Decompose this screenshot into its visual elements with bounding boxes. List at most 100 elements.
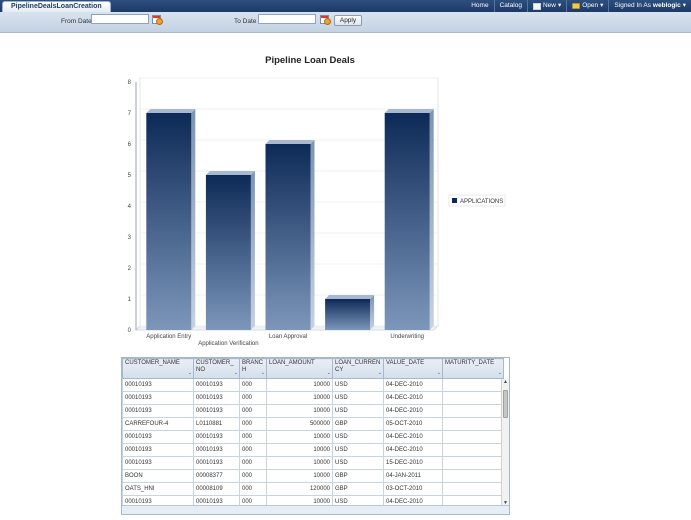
sort-chevron-icon[interactable]: ⌄ <box>497 370 502 376</box>
bar-side <box>310 140 315 330</box>
table-cell: 04-DEC-2010 <box>383 391 443 405</box>
column-header[interactable]: VALUE_DATE ⌄ <box>383 358 443 379</box>
table-row[interactable]: OATS_HNI 00008109 000 120000 GBP 03-OCT-2010 <box>122 482 504 496</box>
table-cell: 000 <box>239 482 267 496</box>
folder-icon <box>572 3 581 9</box>
table-cell: 10000 <box>266 443 333 457</box>
table-row[interactable]: 00010193 00010193 000 10000 USD 04-DEC-2010 <box>122 391 504 405</box>
y-tick-label: 8 <box>128 80 132 86</box>
table-cell: USD <box>332 430 384 444</box>
top-bar: PipelineDealsLoanCreation Home Catalog N… <box>0 0 691 12</box>
to-date-label: To Date <box>234 18 257 25</box>
open-menu[interactable]: Open ▾ <box>566 0 608 12</box>
table-row[interactable]: 00010193 00010193 000 10000 USD 15-DEC-2010 <box>122 456 504 470</box>
column-header-label: LOAN_CURRENCY <box>335 360 381 373</box>
apply-button[interactable]: Apply <box>334 15 362 26</box>
x-tick-label: Application Entry <box>146 334 191 340</box>
home-link[interactable]: Home <box>471 2 489 9</box>
to-date-input[interactable] <box>258 14 316 24</box>
bar <box>384 113 430 330</box>
new-menu[interactable]: New ▾ <box>526 0 566 12</box>
column-header[interactable]: CUSTOMER_NAME ⌄ <box>122 358 194 379</box>
y-tick-label: 3 <box>128 235 132 241</box>
table-cell: 00008377 <box>193 469 240 483</box>
table-cell <box>442 378 504 392</box>
table-cell: 10000 <box>266 404 333 418</box>
bar <box>325 299 371 330</box>
table-row[interactable]: 00010193 00010193 000 10000 USD 04-DEC-2010 <box>122 430 504 444</box>
y-tick-label: 2 <box>128 266 132 272</box>
table-row[interactable]: BOON 00008377 000 10000 GBP 04-JAN-2011 <box>122 469 504 483</box>
table-cell: OATS_HNI <box>122 482 194 496</box>
scroll-thumb[interactable] <box>503 390 508 418</box>
table-cell: 00010193 <box>122 443 194 457</box>
table-cell: 00010193 <box>122 456 194 470</box>
column-header[interactable]: LOAN_CURRENCY ⌄ <box>332 358 384 379</box>
table-cell <box>442 391 504 405</box>
table-cell: 00010193 <box>193 456 240 470</box>
bar-side <box>370 295 375 330</box>
username: weblogic <box>652 2 681 9</box>
table-cell: CARREFOUR-4 <box>122 417 194 431</box>
table-cell: USD <box>332 378 384 392</box>
table-cell: 00008109 <box>193 482 240 496</box>
table-cell: 05-OCT-2010 <box>383 417 443 431</box>
table-cell: 000 <box>239 417 267 431</box>
dashboard-tab[interactable]: PipelineDealsLoanCreation <box>2 1 111 12</box>
table-cell: 04-DEC-2010 <box>383 443 443 457</box>
table-row[interactable]: 00010193 00010193 000 10000 USD 04-DEC-2010 <box>122 378 504 392</box>
bar-top <box>384 109 434 113</box>
bar-side <box>191 109 196 330</box>
catalog-link[interactable]: Catalog <box>493 0 527 12</box>
table-cell: 10000 <box>266 391 333 405</box>
bar <box>205 175 251 330</box>
column-header[interactable]: BRANCH ⌄ <box>239 358 267 379</box>
sort-chevron-icon[interactable]: ⌄ <box>260 370 265 376</box>
column-header-label: LOAN_AMOUNT <box>269 360 315 366</box>
table-cell: 000 <box>239 443 267 457</box>
sort-chevron-icon[interactable]: ⌄ <box>326 370 331 376</box>
column-header[interactable]: MATURITY_DATE ⌄ <box>442 358 504 379</box>
column-header-label: CUSTOMER_NAME <box>125 360 180 366</box>
x-tick-label: Underwriting <box>390 334 424 340</box>
column-header[interactable]: LOAN_AMOUNT ⌄ <box>266 358 333 379</box>
from-date-input[interactable] <box>91 14 149 24</box>
sort-chevron-icon[interactable]: ⌄ <box>436 370 441 376</box>
calendar-icon[interactable] <box>152 15 163 25</box>
open-menu-label: Open <box>582 2 599 9</box>
y-tick-label: 7 <box>128 111 132 117</box>
column-header[interactable]: CUSTOMER_NO ⌄ <box>193 358 240 379</box>
table-cell: BOON <box>122 469 194 483</box>
table-cell: 00010193 <box>122 430 194 444</box>
table-cell <box>442 443 504 457</box>
table-cell: 000 <box>239 378 267 392</box>
table-cell: 00010193 <box>122 404 194 418</box>
sort-chevron-icon[interactable]: ⌄ <box>377 370 382 376</box>
vertical-scrollbar[interactable]: ▲ ▼ <box>501 379 509 506</box>
scroll-down-icon[interactable]: ▼ <box>503 500 508 506</box>
scroll-up-icon[interactable]: ▲ <box>503 379 508 385</box>
y-tick-label: 0 <box>128 328 132 334</box>
sort-chevron-icon[interactable]: ⌄ <box>187 370 192 376</box>
table-row[interactable]: CARREFOUR-4 L0110881 000 500000 GBP 05-OCT-20… <box>122 417 504 431</box>
sort-chevron-icon[interactable]: ⌄ <box>233 370 238 376</box>
bar-side <box>429 109 434 330</box>
user-menu[interactable]: Signed In As weblogic ▾ <box>608 0 691 12</box>
calendar-icon[interactable] <box>320 15 331 25</box>
table-cell: 00010193 <box>193 391 240 405</box>
table-cell <box>442 404 504 418</box>
table-cell: 500000 <box>266 417 333 431</box>
table-cell: 000 <box>239 391 267 405</box>
y-tick-label: 1 <box>128 297 132 303</box>
table-cell: GBP <box>332 482 384 496</box>
table-cell: GBP <box>332 417 384 431</box>
table-cell: 000 <box>239 469 267 483</box>
table-row[interactable]: 00010193 00010193 000 10000 USD 04-DEC-2010 <box>122 443 504 457</box>
table-row[interactable]: 00010193 00010193 000 10000 USD 04-DEC-2010 <box>122 404 504 418</box>
table-cell: USD <box>332 443 384 457</box>
from-date-label: From Date <box>61 18 92 25</box>
signed-in-label: Signed In As <box>614 2 651 9</box>
table-cell: 04-DEC-2010 <box>383 430 443 444</box>
table-cell <box>442 417 504 431</box>
table-cell <box>442 456 504 470</box>
